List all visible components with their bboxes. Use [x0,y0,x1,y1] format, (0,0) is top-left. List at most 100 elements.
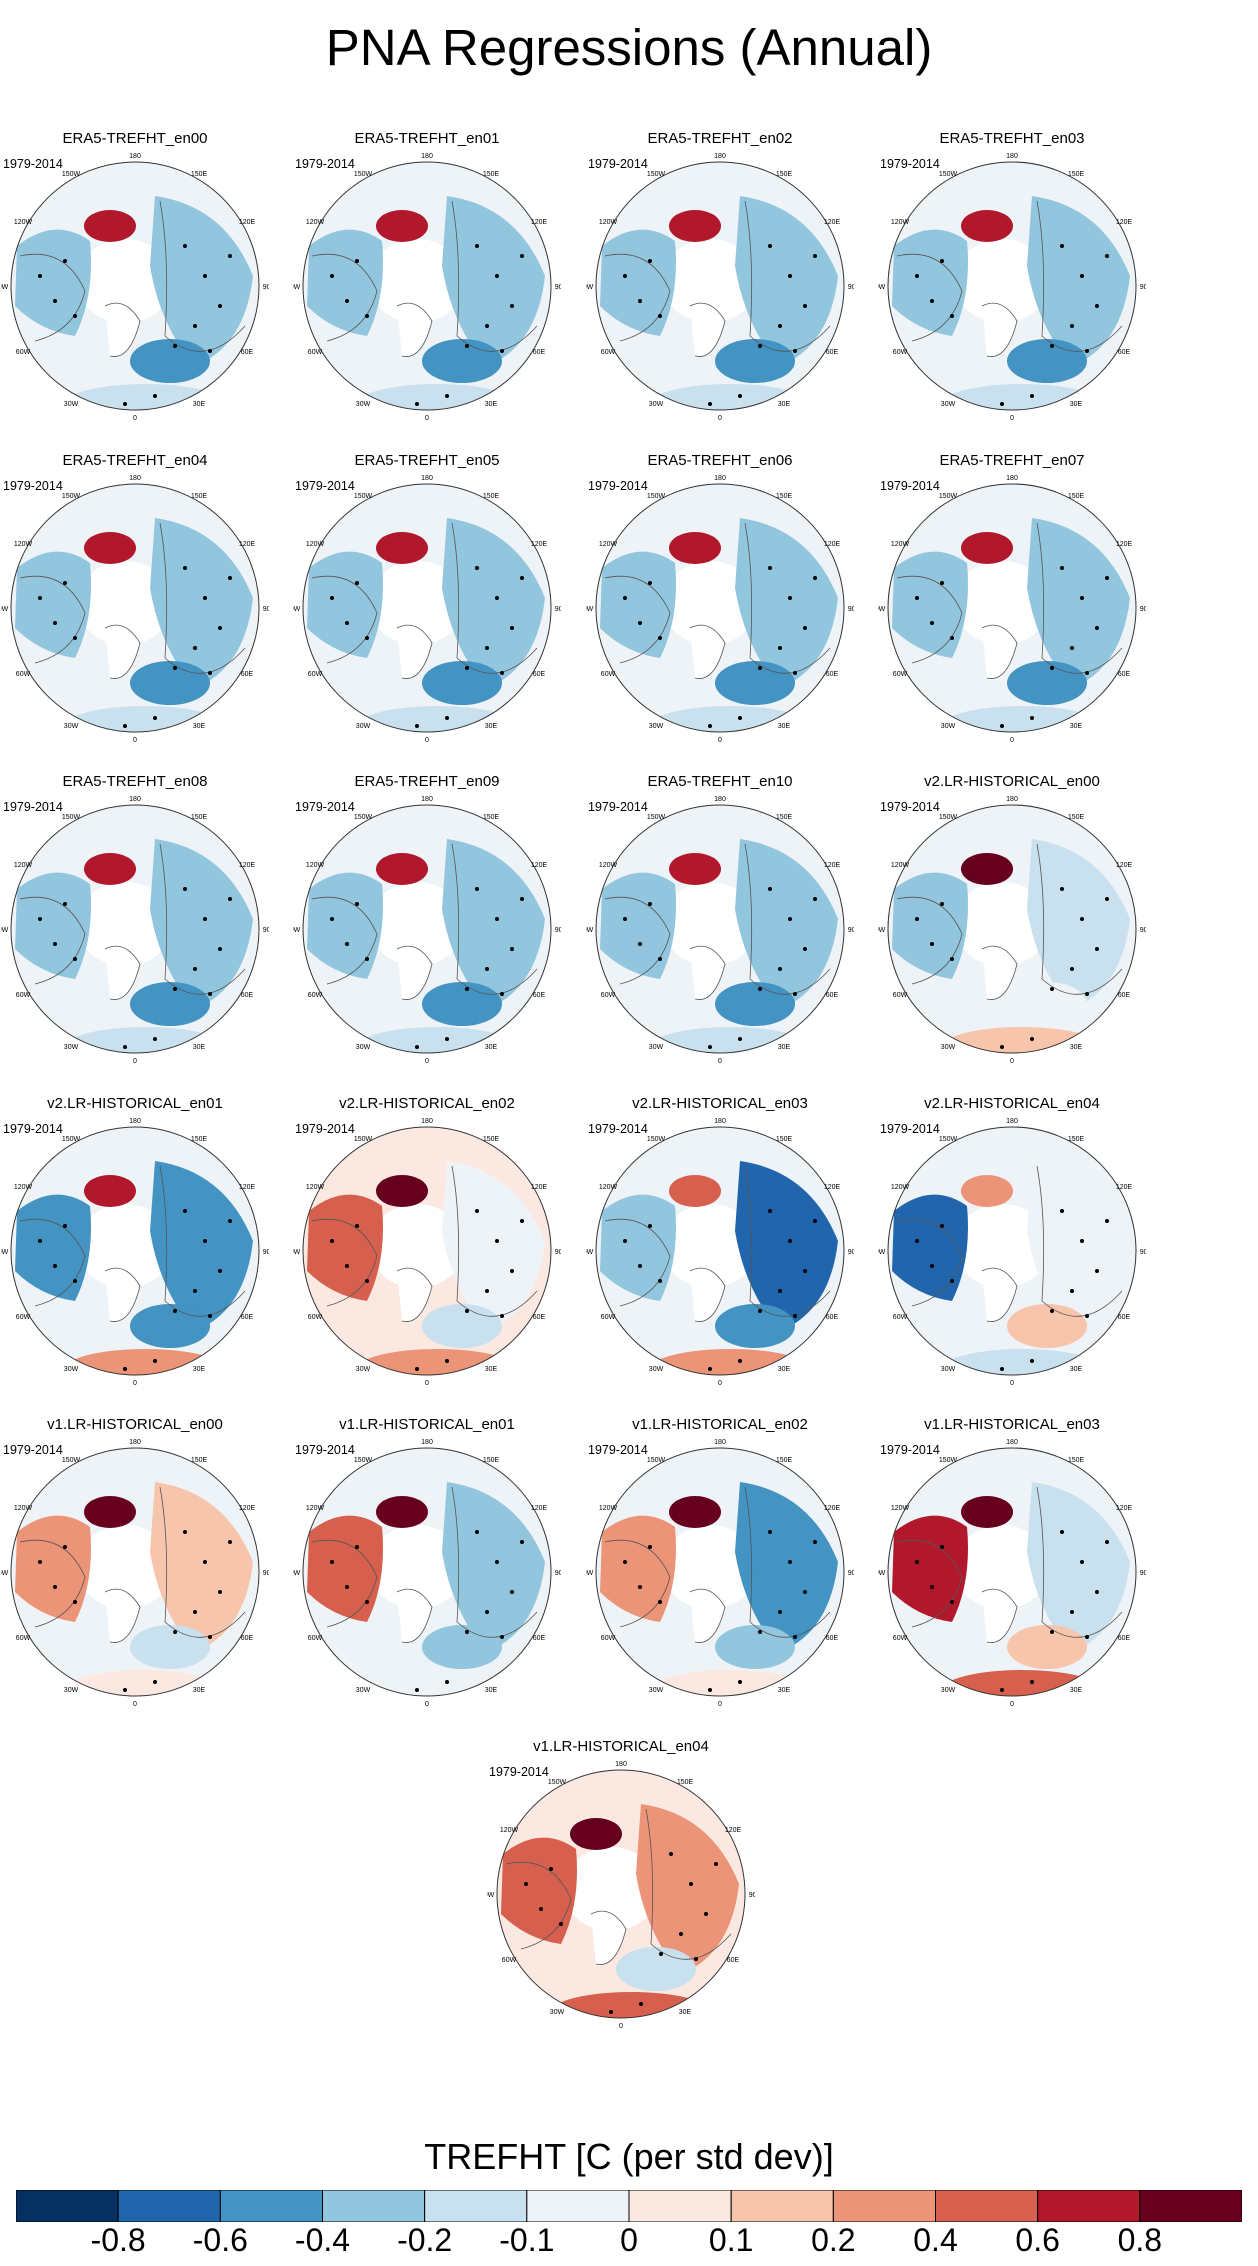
stipple-dot [1095,626,1099,630]
greenland [981,1267,1018,1322]
lon-label: 180 [421,1439,433,1446]
region-eurasia [1027,839,1130,1009]
lon-label: 180 [129,1439,141,1446]
coastline [1036,1165,1123,1317]
region-alaska [961,532,1013,564]
polar-map: 180 150W 150E 120W 120E 90W 90E 60W 60E 30W 30E 0 [293,1118,561,1387]
region-north-america [15,229,91,336]
stipple-dot [485,646,489,650]
lon-label: 150W [939,1136,958,1143]
region-atlantic [65,1349,225,1375]
stipple-dot [1070,1610,1074,1614]
stipple-dot [38,1560,42,1564]
stipple-dot [669,1852,673,1856]
polar-map: 180 150W 150E 120W 120E 90W 90E 60W 60E 30W 30E 0 [1,1118,269,1387]
region-europe [1007,661,1087,705]
lon-label: 150E [1068,814,1085,821]
stipple-dot [173,666,177,670]
arctic-ocean [662,882,758,966]
map-outline [887,804,1137,1054]
stipple-dot [510,304,514,308]
stipple-dot [758,1690,762,1694]
stipple-dot [123,1367,127,1371]
polar-map: 180 150W 150E 120W 120E 90W 90E 60W 60E 30W 30E 0 [586,1439,854,1708]
lon-label: 90E [749,1892,755,1899]
coastline [645,1808,732,1960]
greenland [396,1588,433,1643]
greenland [981,302,1018,357]
arctic-ocean [77,1204,173,1288]
colorbar-swatch [935,2190,1039,2222]
region-europe [130,339,210,383]
lon-label: 0 [133,1380,137,1387]
map-panel: v1.LR-HISTORICAL_en01 1979-2014 180 150W 150… [293,1416,561,1716]
coastline [896,253,963,342]
stipple-dot [330,1560,334,1564]
lon-label: 150W [62,1457,81,1464]
lon-label: 0 [425,1058,429,1065]
lon-label: 0 [133,1701,137,1708]
arctic-ocean [563,1847,659,1931]
stipple-dot [218,947,222,951]
map-panel: v1.LR-HISTORICAL_en02 1979-2014 180 150W 150… [586,1416,854,1716]
region-eurasia [1027,518,1130,688]
map-panel: ERA5-TREFHT_en04 1979-2014 180 150W 150E 120W… [1,452,269,752]
region-alaska [84,1496,136,1528]
stipple-dot [228,576,232,580]
lon-label: 30E [485,401,498,408]
colorbar-swatch [219,2190,323,2222]
stipple-dot [1095,947,1099,951]
coastline [159,522,246,674]
stipple-dot [218,1269,222,1273]
stipple-dot [793,1635,797,1639]
panel-title: v1.LR-HISTORICAL_en00 [47,1416,223,1433]
lon-label: 150W [62,493,81,500]
coastline [744,843,831,995]
stipple-dot [445,1680,449,1684]
lon-label: 90W [293,1570,301,1577]
greenland [981,624,1018,679]
region-atlantic [942,1027,1102,1053]
map-panel: v2.LR-HISTORICAL_en00 1979-2014 180 150W 150… [878,773,1146,1073]
lon-label: 120W [891,541,910,548]
stipple-dot [475,244,479,248]
lon-label: 60W [502,1957,517,1964]
stipple-dot [520,254,524,258]
lon-label: 30W [356,401,371,408]
lon-label: 150E [191,171,208,178]
map-outline [302,1447,552,1697]
coastline [311,1218,378,1307]
polar-map: 180 150W 150E 120W 120E 90W 90E 60W 60E 30W 30E 0 [293,796,561,1065]
panel-period: 1979-2014 [880,1443,940,1457]
region-alaska [570,1818,622,1850]
lon-label: 120W [306,1505,325,1512]
region-north-america [15,872,91,979]
stipple-dot [694,1957,698,1961]
lon-label: 120E [239,1505,256,1512]
polar-map: 180 150W 150E 120W 120E 90W 90E 60W 60E 30W 30E 0 [878,796,1146,1065]
coastline [19,896,86,985]
panel-period: 1979-2014 [295,479,355,493]
stipple-dot [658,636,662,640]
stipple-dot [465,1369,469,1373]
region-alaska [376,532,428,564]
stipple-dot [638,1264,642,1268]
map-panel: v1.LR-HISTORICAL_en04 1979-2014 180 150W 150… [487,1738,755,2038]
stipple-dot [1095,1590,1099,1594]
stipple-dot [465,1690,469,1694]
lon-label: 150W [939,171,958,178]
stipple-dot [639,2002,643,2006]
stipple-dot [638,621,642,625]
stipple-dot [648,1545,652,1549]
lon-label: 90W [878,1249,886,1256]
lon-label: 0 [425,1701,429,1708]
stipple-dot [208,1635,212,1639]
coastline [19,253,86,342]
region-alaska [669,210,721,242]
lon-label: 120E [1116,219,1133,226]
stipple-dot [228,1219,232,1223]
coastline [451,522,538,674]
region-eurasia [1027,1482,1130,1652]
lon-label: 60E [241,1314,254,1321]
stipple-dot [758,666,762,670]
